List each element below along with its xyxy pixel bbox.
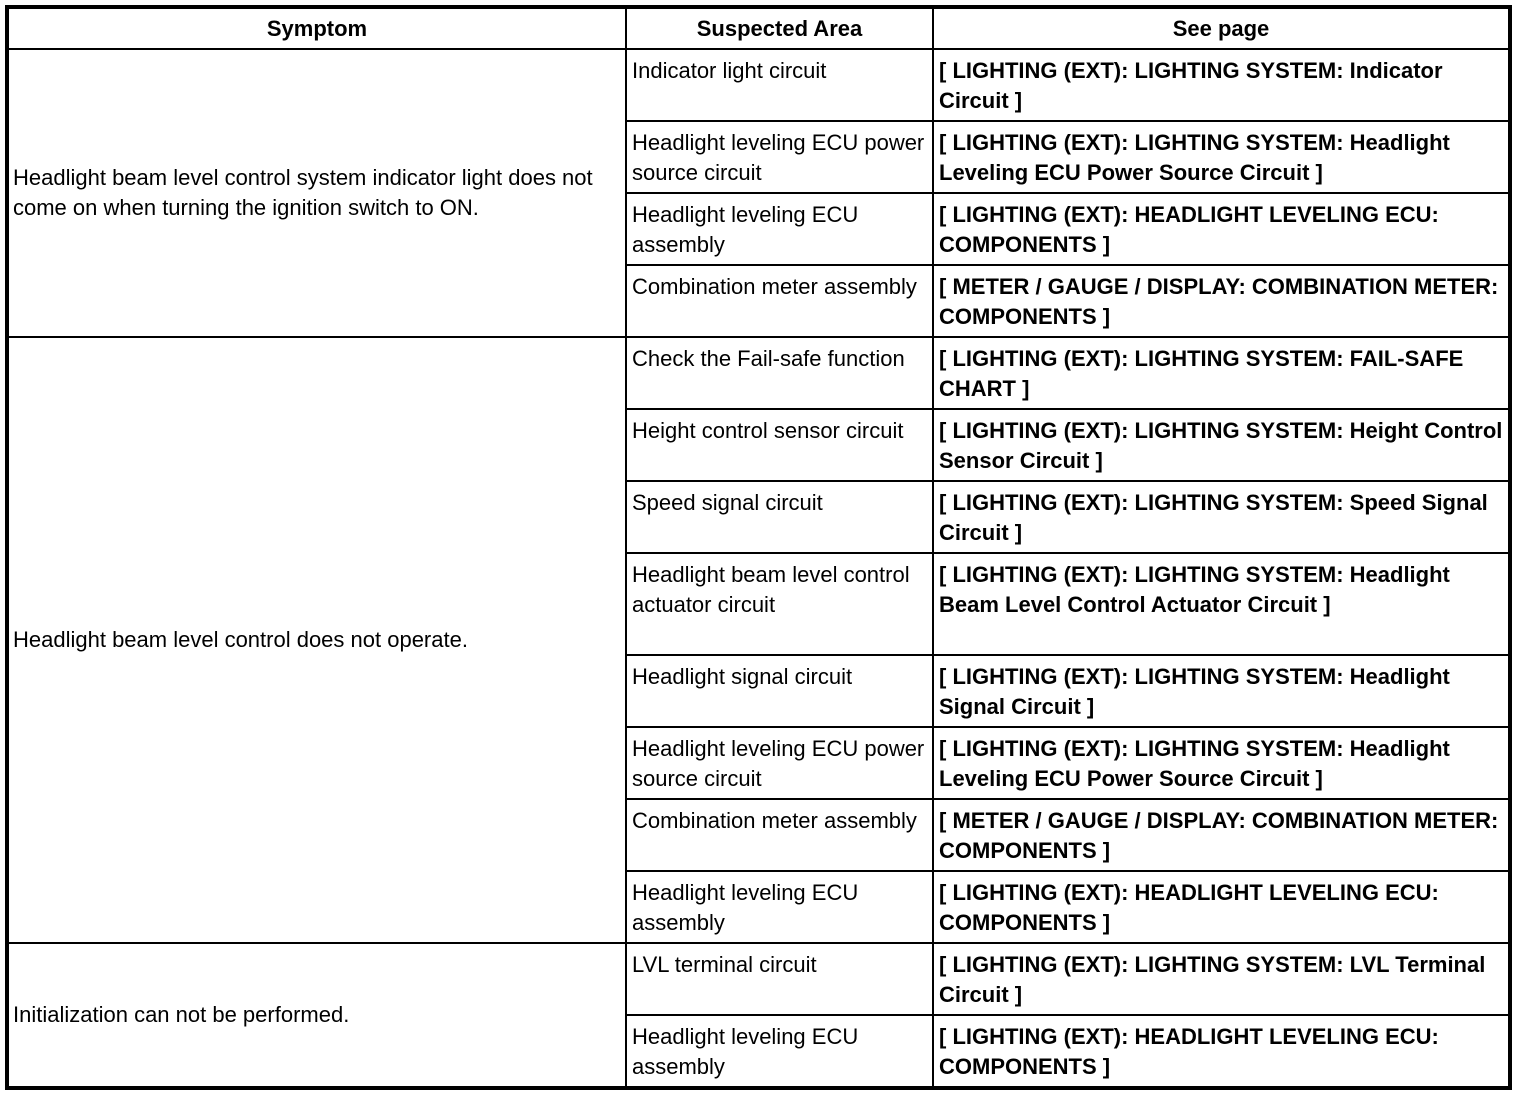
see-page-link[interactable]: [ LIGHTING (EXT): LIGHTING SYSTEM: Headl… <box>932 726 1511 800</box>
table-row: Combination meter assembly[ METER / GAUG… <box>7 798 1511 872</box>
see-page-link[interactable]: [ LIGHTING (EXT): HEADLIGHT LEVELING ECU… <box>932 870 1511 944</box>
table-row: Headlight beam level control does not op… <box>6 336 1511 944</box>
symptom-cell: Initialization can not be performed. <box>6 942 627 1089</box>
see-page-link[interactable]: [ LIGHTING (EXT): HEADLIGHT LEVELING ECU… <box>932 192 1511 266</box>
suspected-area-cell: Speed signal circuit <box>625 480 934 554</box>
see-page-link[interactable]: [ METER / GAUGE / DISPLAY: COMBINATION M… <box>932 798 1511 872</box>
suspected-area-cell: Headlight leveling ECU power source circ… <box>625 726 934 800</box>
header-suspected-area: Suspected Area <box>625 6 934 50</box>
suspected-area-cell: Headlight leveling ECU power source circ… <box>625 120 934 194</box>
header-see-page: See page <box>932 6 1511 50</box>
suspected-area-cell: Height control sensor circuit <box>625 408 934 482</box>
table-row: Headlight leveling ECU assembly[ LIGHTIN… <box>7 870 1511 944</box>
table-row: Headlight leveling ECU power source circ… <box>7 726 1511 800</box>
table-row: Headlight leveling ECU assembly[ LIGHTIN… <box>7 1014 1511 1089</box>
troubleshooting-table: Symptom Suspected Area See page Headligh… <box>5 5 1512 1090</box>
see-page-link[interactable]: [ LIGHTING (EXT): LIGHTING SYSTEM: Indic… <box>932 48 1511 122</box>
see-page-link[interactable]: [ LIGHTING (EXT): LIGHTING SYSTEM: Speed… <box>932 480 1511 554</box>
symptom-cell: Headlight beam level control system indi… <box>6 48 627 338</box>
see-page-link[interactable]: [ METER / GAUGE / DISPLAY: COMBINATION M… <box>932 264 1511 338</box>
table-row: Headlight beam level control system indi… <box>6 48 1511 338</box>
table-row: Headlight beam level control actuator ci… <box>7 552 1511 656</box>
table-row: Initialization can not be performed. LVL … <box>6 942 1511 1089</box>
suspected-area-cell: Headlight leveling ECU assembly <box>625 1014 934 1089</box>
suspected-area-cell: LVL terminal circuit <box>625 942 934 1016</box>
suspected-area-cell: Indicator light circuit <box>625 48 934 122</box>
suspected-area-cell: Headlight beam level control actuator ci… <box>625 552 934 656</box>
see-page-link[interactable]: [ LIGHTING (EXT): LIGHTING SYSTEM: Headl… <box>932 552 1511 656</box>
table-row: Speed signal circuit[ LIGHTING (EXT): LI… <box>7 480 1511 554</box>
suspected-area-cell: Check the Fail-safe function <box>625 336 934 410</box>
see-page-link[interactable]: [ LIGHTING (EXT): LIGHTING SYSTEM: FAIL-… <box>932 336 1511 410</box>
table-row: Height control sensor circuit[ LIGHTING … <box>7 408 1511 482</box>
suspected-area-cell: Combination meter assembly <box>625 798 934 872</box>
table-row: Headlight leveling ECU power source circ… <box>7 120 1511 194</box>
suspected-area-cell: Headlight leveling ECU assembly <box>625 192 934 266</box>
table-row: Combination meter assembly[ METER / GAUG… <box>7 264 1511 338</box>
see-page-link[interactable]: [ LIGHTING (EXT): LIGHTING SYSTEM: Headl… <box>932 654 1511 728</box>
see-page-link[interactable]: [ LIGHTING (EXT): LIGHTING SYSTEM: Heigh… <box>932 408 1511 482</box>
header-symptom: Symptom <box>6 6 627 50</box>
header-row: Symptom Suspected Area See page <box>6 6 1511 50</box>
suspected-area-cell: Combination meter assembly <box>625 264 934 338</box>
see-page-link[interactable]: [ LIGHTING (EXT): LIGHTING SYSTEM: Headl… <box>932 120 1511 194</box>
see-page-link[interactable]: [ LIGHTING (EXT): HEADLIGHT LEVELING ECU… <box>932 1014 1511 1089</box>
see-page-link[interactable]: [ LIGHTING (EXT): LIGHTING SYSTEM: LVL T… <box>932 942 1511 1016</box>
symptom-cell: Headlight beam level control does not op… <box>6 336 627 944</box>
suspected-area-cell: Headlight signal circuit <box>625 654 934 728</box>
table-row: Headlight signal circuit[ LIGHTING (EXT)… <box>7 654 1511 728</box>
table-row: Headlight leveling ECU assembly[ LIGHTIN… <box>7 192 1511 266</box>
suspected-area-cell: Headlight leveling ECU assembly <box>625 870 934 944</box>
